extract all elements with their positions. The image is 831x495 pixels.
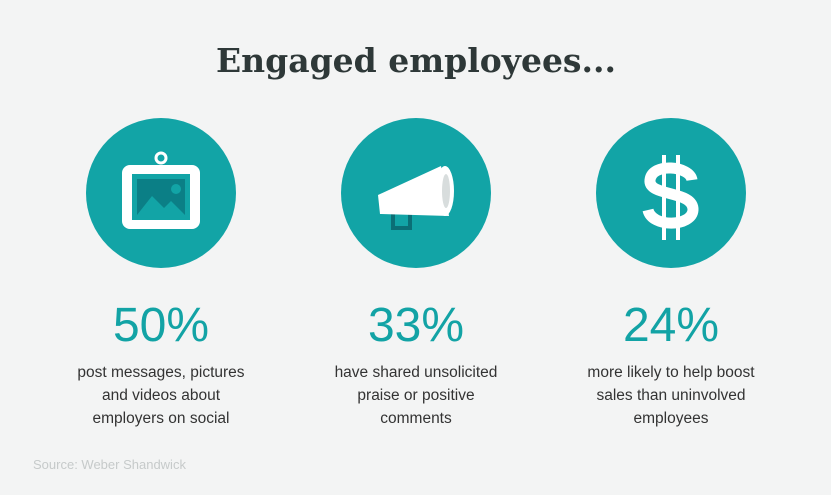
stat-description: praise or positive — [357, 387, 474, 404]
stat-description: more likely to help boost — [587, 364, 755, 381]
stat-description: have shared unsolicited — [335, 364, 498, 381]
stat-description: post messages, pictures — [77, 364, 244, 381]
stat-description: employers on social — [93, 410, 230, 427]
stat-description: and videos about — [102, 387, 221, 404]
stat-description: employees — [634, 410, 709, 427]
stat-description: comments — [380, 410, 452, 427]
stat-value: 33% — [368, 299, 464, 352]
dollar-icon — [596, 118, 746, 268]
picture-icon — [86, 118, 236, 268]
stats: 50% post messages, pictures and videos abo… — [77, 299, 755, 427]
stat-value: 50% — [113, 299, 209, 352]
megaphone-icon — [341, 118, 491, 268]
source: Source: Weber Shandwick — [33, 457, 186, 472]
stat-value: 24% — [623, 299, 719, 352]
stat-description: sales than uninvolved — [596, 387, 745, 404]
title: Engaged employees... — [216, 41, 616, 80]
